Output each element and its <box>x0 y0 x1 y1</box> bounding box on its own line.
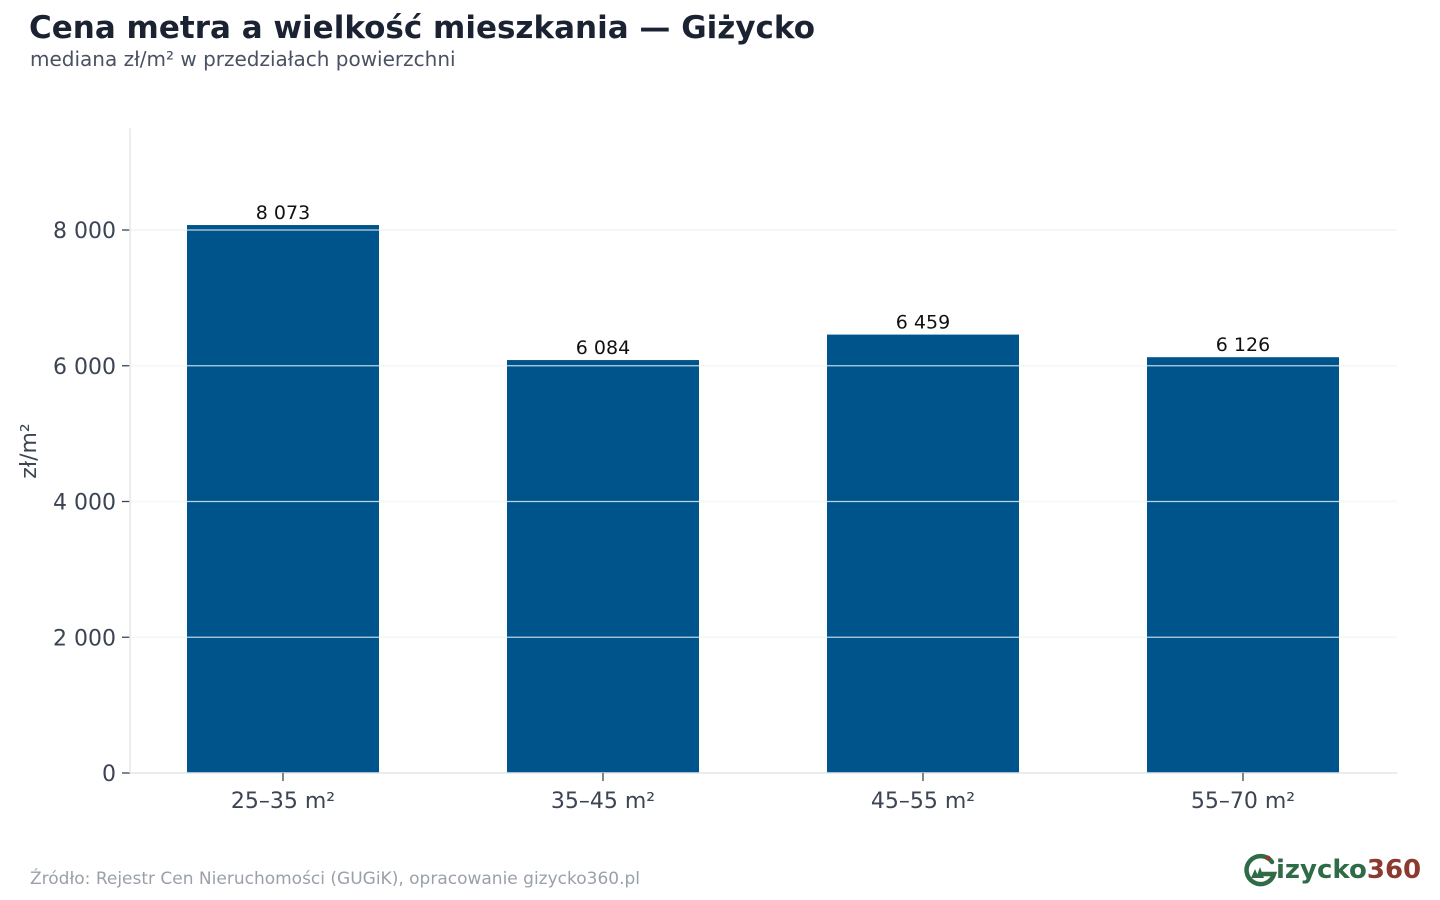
bar-value-label: 6 459 <box>896 312 950 334</box>
logo-number: 360 <box>1366 855 1422 885</box>
logo-word: izycko <box>1276 855 1367 885</box>
brand-logo: izycko 360 <box>1242 850 1421 890</box>
value-labels: 8 073 6 084 6 459 6 126 <box>256 202 1270 359</box>
logo-g-icon <box>1242 852 1278 888</box>
bar-value-label: 8 073 <box>256 202 310 224</box>
y-tick-label: 4 000 <box>53 491 116 516</box>
bar <box>827 334 1019 773</box>
axes: 0 2 000 4 000 6 000 8 000 25–35 m² 35–45 m² 45–… <box>53 128 1397 814</box>
bar <box>507 360 699 773</box>
y-tick-label: 0 <box>102 762 116 787</box>
bars <box>187 225 1339 774</box>
y-tick-label: 2 000 <box>53 626 116 651</box>
y-tick-label: 6 000 <box>53 355 116 380</box>
x-tick-label: 55–70 m² <box>1191 789 1295 814</box>
x-tick-label: 25–35 m² <box>231 789 335 814</box>
x-tick-label: 45–55 m² <box>871 789 975 814</box>
chart-subtitle: mediana zł/m² w przedziałach powierzchni <box>30 47 456 71</box>
bar <box>187 225 379 774</box>
source-note: Źródło: Rejestr Cen Nieruchomości (GUGiK… <box>30 869 641 889</box>
chart-title: Cena metra a wielkość mieszkania — Giżyc… <box>29 10 815 46</box>
y-axis-label: zł/m² <box>17 423 42 478</box>
bar <box>1147 357 1339 773</box>
y-tick-label: 8 000 <box>53 219 116 244</box>
grid-lines-over-bars <box>130 229 1397 638</box>
bar-value-label: 6 084 <box>576 337 630 359</box>
bar-value-label: 6 126 <box>1216 334 1270 356</box>
x-tick-label: 35–45 m² <box>551 789 655 814</box>
